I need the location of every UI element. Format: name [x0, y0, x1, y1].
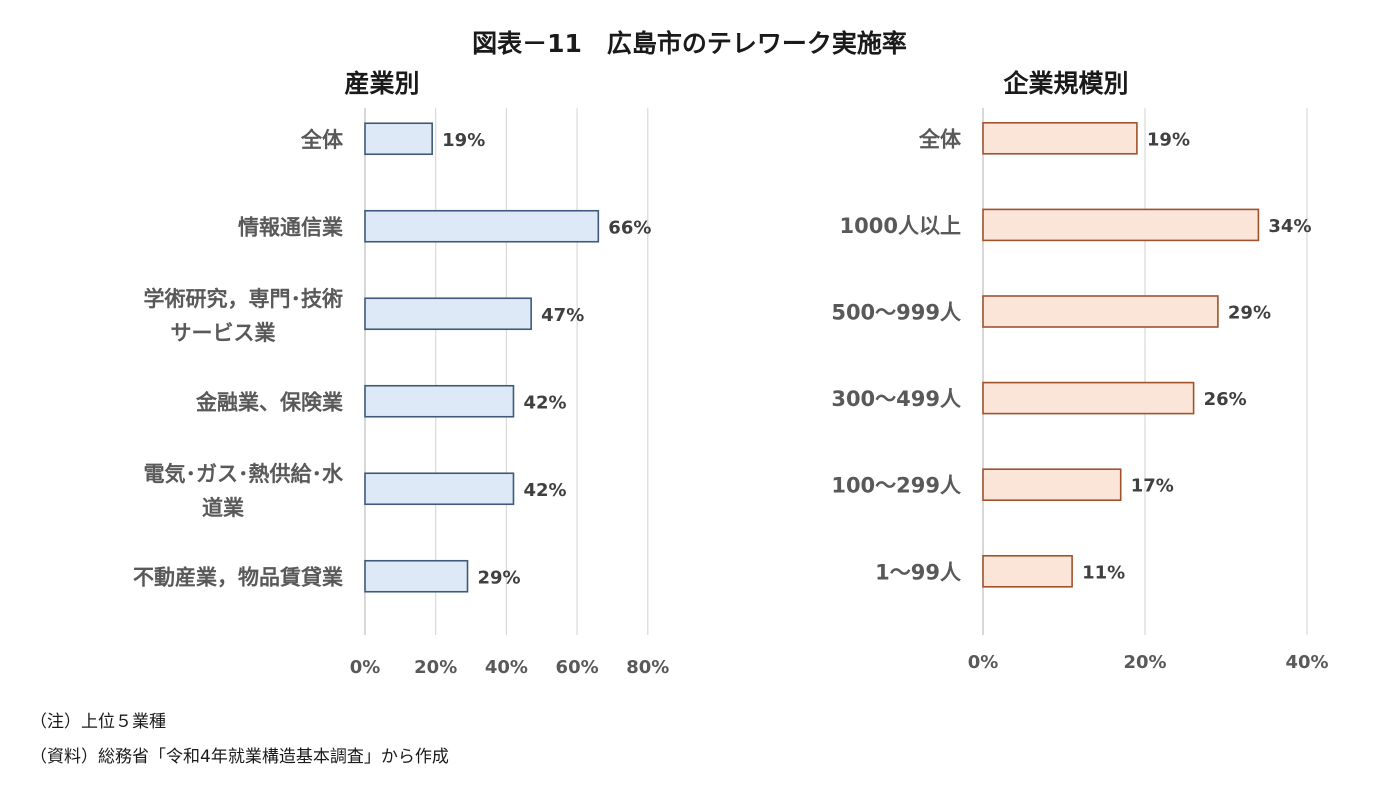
- category-label-1-1-0: 1000人以上: [840, 214, 961, 238]
- category-label-1-0-0: 全体: [918, 127, 962, 151]
- category-label-0-0-0: 全体: [300, 128, 344, 152]
- footnote: （注）上位５業種: [30, 712, 166, 732]
- x-tick-label-0-2: 40%: [485, 657, 528, 678]
- category-label-1-5-0: 1～99人: [875, 560, 961, 584]
- bar-0-4: [364, 472, 515, 506]
- chart-title-industry: 産業別: [344, 69, 420, 98]
- chart-title-company-size: 企業規模別: [1003, 69, 1129, 98]
- data-label-0-2: 47%: [541, 305, 584, 326]
- category-label-0-4-1: 道業: [202, 496, 245, 520]
- bar-1-1: [982, 208, 1260, 242]
- data-label-1-0: 19%: [1147, 129, 1190, 150]
- x-tick-label-0-1: 20%: [414, 657, 457, 678]
- x-tick-label-0-0: 0%: [350, 657, 381, 678]
- bar-0-3: [364, 384, 515, 418]
- source-note: （資料）総務省「令和4年就業構造基本調査」から作成: [30, 747, 449, 767]
- category-label-0-2-1: サービス業: [171, 321, 277, 345]
- category-label-0-5-0: 不動産業，物品賃貸業: [133, 565, 344, 589]
- x-tick-label-0-4: 80%: [626, 657, 669, 678]
- data-label-0-3: 42%: [523, 392, 566, 413]
- bar-1-4: [982, 468, 1122, 502]
- bar-1-2: [982, 295, 1219, 328]
- x-tick-label-0-3: 60%: [556, 657, 599, 678]
- bar-0-0: [364, 122, 433, 156]
- category-label-1-3-0: 300～499人: [831, 387, 961, 411]
- data-label-1-2: 29%: [1228, 303, 1271, 324]
- data-label-1-3: 26%: [1204, 389, 1247, 410]
- category-label-1-2-0: 500～999人: [831, 301, 961, 325]
- category-label-0-4-0: 電気･ガス･熱供給･水: [144, 462, 344, 486]
- bar-1-0: [982, 122, 1138, 155]
- category-label-1-4-0: 100～299人: [831, 474, 961, 498]
- bar-0-5: [364, 559, 469, 593]
- data-label-0-4: 42%: [523, 480, 566, 501]
- main-title: 図表－11 広島市のテレワーク実施率: [472, 29, 907, 58]
- x-tick-label-1-1: 20%: [1123, 652, 1166, 673]
- category-label-0-3-0: 金融業、保険業: [195, 390, 344, 414]
- charts-svg: 0% 20% 40% 60% 80% 19% 全体 66% 情報通信業 47% 学術研究，専門･技術…: [133, 108, 1329, 678]
- bar-0-2: [364, 297, 532, 331]
- bar-1-3: [982, 381, 1195, 415]
- data-label-1-5: 11%: [1082, 562, 1125, 583]
- data-label-0-0: 19%: [442, 130, 485, 151]
- category-label-0-2-0: 学術研究，専門･技術: [144, 287, 344, 311]
- bar-0-1: [364, 209, 600, 243]
- x-tick-label-1-0: 0%: [968, 652, 999, 673]
- category-label-0-1-0: 情報通信業: [238, 215, 344, 239]
- data-label-1-1: 34%: [1268, 216, 1311, 237]
- data-label-0-1: 66%: [608, 217, 651, 238]
- data-label-1-4: 17%: [1131, 476, 1174, 497]
- x-tick-label-1-2: 40%: [1285, 652, 1328, 673]
- bar-1-5: [982, 554, 1073, 588]
- data-label-0-5: 29%: [478, 567, 521, 588]
